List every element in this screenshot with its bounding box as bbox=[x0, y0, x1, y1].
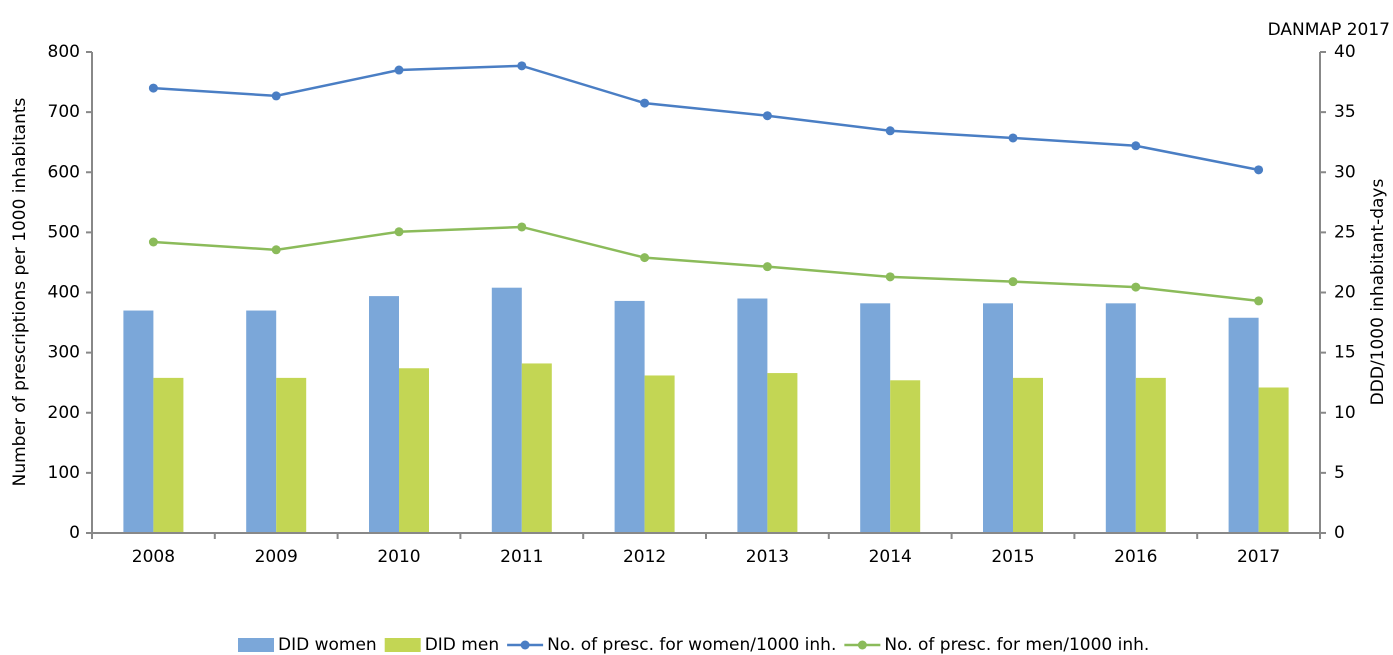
bar bbox=[860, 303, 891, 533]
marker bbox=[1131, 282, 1141, 292]
y-tick-label: 400 bbox=[48, 283, 80, 303]
bar bbox=[983, 303, 1013, 533]
x-tick-label: 2008 bbox=[132, 547, 175, 567]
bar bbox=[767, 373, 798, 533]
y2-tick-label: 40 bbox=[1334, 42, 1356, 62]
x-tick-label: 2016 bbox=[1114, 547, 1157, 567]
line bbox=[153, 225, 1259, 303]
legend-swatch bbox=[238, 638, 274, 652]
y2-tick-label: 15 bbox=[1334, 343, 1356, 363]
bar bbox=[644, 375, 675, 533]
x-tick-label: 2009 bbox=[255, 547, 298, 567]
marker bbox=[517, 61, 527, 71]
marker bbox=[394, 227, 404, 237]
annotation: DANMAP 2017 bbox=[1268, 20, 1390, 40]
marker bbox=[762, 262, 772, 272]
bar bbox=[276, 377, 307, 533]
marker bbox=[885, 126, 895, 136]
x-tick-label: 2011 bbox=[500, 547, 543, 567]
x-tick-label: 2017 bbox=[1237, 547, 1280, 567]
bar bbox=[246, 310, 277, 533]
bar bbox=[1135, 377, 1166, 533]
marker bbox=[885, 272, 895, 282]
bar bbox=[153, 377, 184, 533]
bar bbox=[1228, 317, 1259, 533]
bar bbox=[614, 300, 645, 533]
bar bbox=[491, 287, 522, 533]
bar bbox=[1013, 377, 1043, 533]
legend-marker bbox=[520, 640, 530, 650]
marker bbox=[1254, 296, 1264, 306]
x-tick-label: 2010 bbox=[377, 547, 420, 567]
y2-tick-label: 10 bbox=[1334, 403, 1356, 423]
y-tick-label: 800 bbox=[48, 42, 80, 62]
marker bbox=[640, 253, 650, 263]
y-tick-label: 300 bbox=[48, 343, 80, 363]
bar bbox=[369, 296, 399, 533]
legend-marker bbox=[857, 640, 867, 650]
bar bbox=[737, 298, 768, 533]
x-tick-label: 2014 bbox=[869, 547, 912, 567]
marker bbox=[148, 237, 158, 247]
y2-tick-label: 30 bbox=[1334, 162, 1356, 182]
x-tick-label: 2012 bbox=[623, 547, 666, 567]
legend-label: DID men bbox=[425, 635, 499, 655]
bar bbox=[1105, 303, 1136, 533]
y-tick-label: 500 bbox=[48, 222, 80, 242]
bar bbox=[1258, 387, 1289, 533]
marker bbox=[1131, 141, 1141, 151]
bar bbox=[399, 368, 429, 533]
bar bbox=[123, 310, 154, 533]
marker bbox=[148, 83, 158, 93]
y-tick-label: 600 bbox=[48, 162, 80, 182]
marker bbox=[271, 245, 281, 255]
marker bbox=[517, 222, 527, 232]
bar bbox=[521, 363, 552, 533]
legend-label: No. of presc. for women/1000 inh. bbox=[547, 635, 836, 655]
marker bbox=[271, 91, 281, 101]
y2-axis-label: DDD/1000 inhabitant-days bbox=[1368, 179, 1388, 406]
y2-tick-label: 35 bbox=[1334, 102, 1356, 122]
marker bbox=[1254, 165, 1264, 175]
y2-tick-label: 5 bbox=[1334, 463, 1345, 483]
legend-label: No. of presc. for men/1000 inh. bbox=[884, 635, 1149, 655]
bar bbox=[890, 380, 921, 533]
y2-tick-label: 0 bbox=[1334, 523, 1345, 543]
y-tick-label: 700 bbox=[48, 102, 80, 122]
x-tick-label: 2013 bbox=[746, 547, 789, 567]
legend-swatch bbox=[384, 638, 421, 652]
y2-tick-label: 20 bbox=[1334, 283, 1356, 303]
line bbox=[153, 64, 1259, 172]
y2-tick-label: 25 bbox=[1334, 222, 1356, 242]
y-tick-label: 200 bbox=[48, 403, 80, 423]
legend-label: DID women bbox=[278, 635, 377, 655]
marker bbox=[1008, 277, 1018, 287]
marker bbox=[1008, 133, 1018, 143]
y-tick-label: 0 bbox=[69, 523, 80, 543]
x-tick-label: 2015 bbox=[991, 547, 1034, 567]
y-axis-label: Number of prescriptions per 1000 inhabit… bbox=[10, 97, 30, 486]
marker bbox=[762, 111, 772, 121]
y-tick-label: 100 bbox=[48, 463, 80, 483]
marker bbox=[640, 98, 650, 108]
marker bbox=[394, 65, 404, 75]
